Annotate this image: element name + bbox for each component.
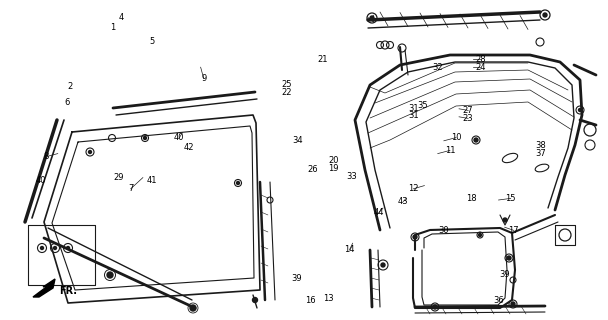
Text: 29: 29 [113, 173, 124, 182]
Polygon shape [33, 279, 55, 297]
Text: 18: 18 [466, 194, 477, 203]
Text: 39: 39 [291, 274, 302, 283]
Text: 34: 34 [292, 136, 303, 145]
Text: 32: 32 [432, 63, 443, 72]
Circle shape [543, 13, 547, 17]
Text: 31: 31 [408, 111, 419, 120]
Circle shape [66, 246, 69, 250]
Circle shape [54, 246, 57, 250]
Text: 22: 22 [282, 88, 292, 97]
Text: 42: 42 [183, 143, 194, 152]
Text: 5: 5 [150, 37, 154, 46]
Text: 13: 13 [323, 294, 334, 303]
Circle shape [370, 16, 374, 20]
Text: FR.: FR. [59, 286, 77, 296]
Text: 40: 40 [36, 176, 47, 185]
Text: 24: 24 [475, 63, 486, 72]
Circle shape [252, 298, 258, 302]
Text: 6: 6 [64, 98, 69, 107]
Circle shape [107, 272, 113, 278]
Text: 31: 31 [408, 104, 419, 113]
Text: 8: 8 [43, 152, 48, 161]
Circle shape [511, 302, 515, 306]
Text: 19: 19 [328, 164, 339, 172]
Text: 17: 17 [508, 226, 519, 235]
Text: 43: 43 [398, 197, 409, 206]
Text: 36: 36 [493, 296, 504, 305]
Circle shape [89, 150, 91, 154]
Text: 11: 11 [444, 146, 455, 155]
Text: 10: 10 [451, 133, 461, 142]
Text: 27: 27 [463, 106, 474, 115]
Text: 35: 35 [417, 101, 428, 110]
Text: 12: 12 [408, 184, 419, 193]
Text: 4: 4 [119, 13, 124, 22]
Text: 15: 15 [505, 194, 516, 203]
Text: 21: 21 [317, 55, 328, 64]
Text: 30: 30 [438, 226, 449, 235]
Circle shape [474, 138, 478, 142]
Text: 38: 38 [536, 141, 547, 150]
Circle shape [190, 305, 196, 311]
Circle shape [143, 137, 147, 140]
Circle shape [503, 218, 507, 222]
Text: 7: 7 [128, 184, 133, 193]
Text: 44: 44 [373, 208, 384, 217]
Circle shape [507, 256, 511, 260]
Circle shape [578, 108, 581, 111]
Text: 25: 25 [282, 80, 292, 89]
Circle shape [413, 235, 417, 239]
Circle shape [41, 246, 44, 250]
Text: 26: 26 [308, 165, 319, 174]
Text: 28: 28 [475, 55, 486, 64]
Text: 1: 1 [110, 23, 115, 32]
Circle shape [433, 305, 437, 309]
Text: 40: 40 [174, 133, 185, 142]
Text: 20: 20 [328, 156, 339, 164]
Text: 2: 2 [67, 82, 72, 91]
Circle shape [237, 181, 240, 185]
Text: 41: 41 [147, 176, 157, 185]
Text: 9: 9 [201, 74, 206, 83]
Text: 16: 16 [305, 296, 316, 305]
Text: 14: 14 [344, 245, 355, 254]
Text: 37: 37 [536, 149, 547, 158]
Text: 33: 33 [346, 172, 357, 180]
Circle shape [478, 234, 482, 236]
Text: 39: 39 [499, 270, 510, 279]
Text: 23: 23 [463, 114, 474, 123]
Circle shape [381, 263, 385, 267]
